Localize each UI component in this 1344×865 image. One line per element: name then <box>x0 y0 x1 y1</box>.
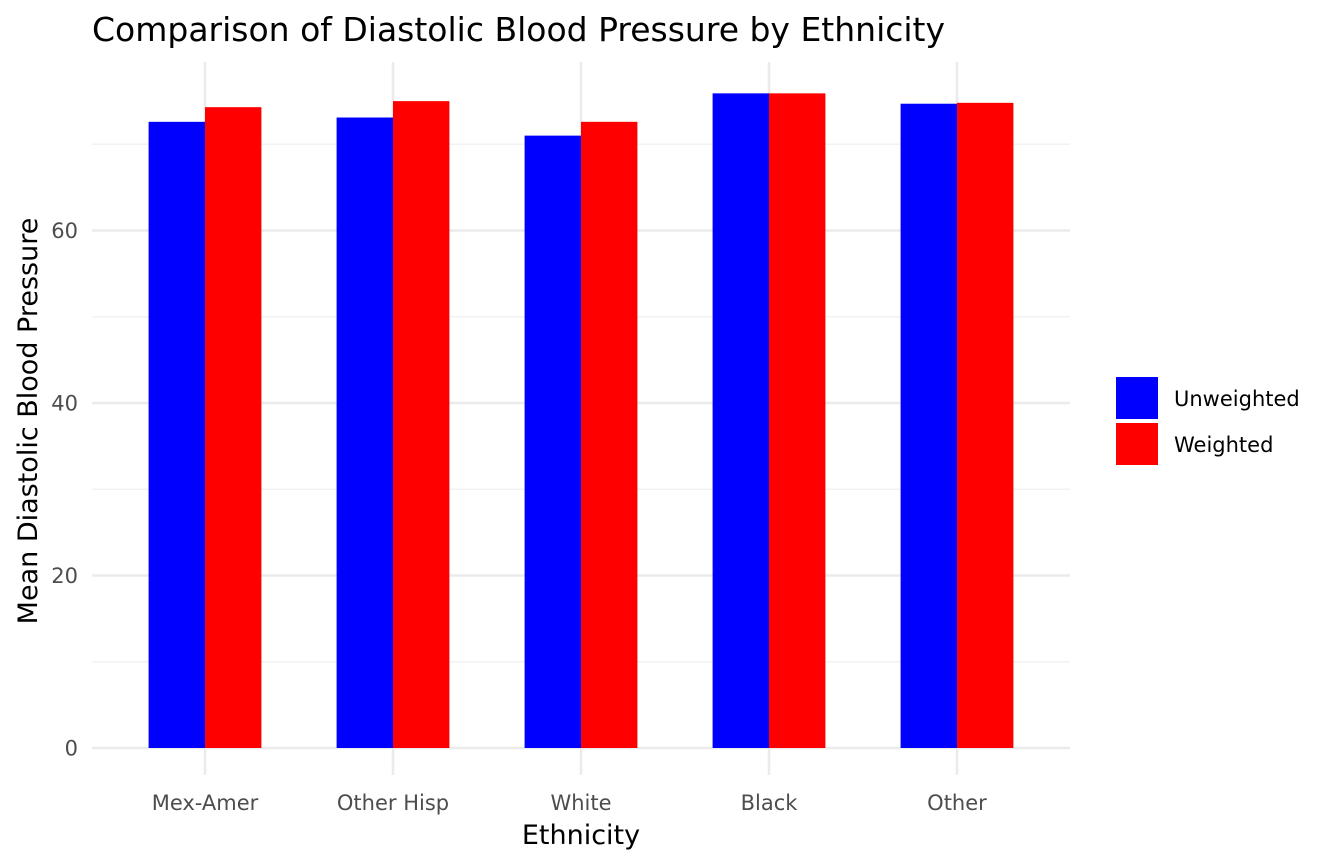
legend-label-unweighted: Unweighted <box>1174 387 1300 411</box>
legend: Unweighted Weighted <box>1116 377 1300 465</box>
bar-unweighted-other <box>900 103 957 748</box>
y-tick-label: 40 <box>51 392 78 416</box>
bar-unweighted-white <box>524 135 581 748</box>
bar-weighted-black <box>769 93 826 749</box>
y-tick-label: 20 <box>51 564 78 588</box>
bars <box>148 93 1014 749</box>
bar-unweighted-black <box>712 93 769 749</box>
x-tick-label: Black <box>741 791 799 815</box>
x-axis-title: Ethnicity <box>522 820 640 851</box>
y-tick-label: 60 <box>51 219 78 243</box>
legend-swatch-weighted <box>1116 423 1158 465</box>
x-tick-label: White <box>550 791 611 815</box>
bar-weighted-white <box>581 121 638 748</box>
legend-swatch-unweighted <box>1116 377 1158 419</box>
y-axis-tick-labels: 0 20 40 60 <box>51 219 78 761</box>
x-axis-tick-labels: Mex-Amer Other Hisp White Black Other <box>152 791 987 815</box>
bar-unweighted-mex-amer <box>148 121 205 748</box>
bar-weighted-other-hisp <box>393 101 450 748</box>
y-axis-title: Mean Diastolic Blood Pressure <box>13 218 44 625</box>
legend-label-weighted: Weighted <box>1174 433 1273 457</box>
x-tick-label: Other <box>927 791 987 815</box>
bar-unweighted-other-hisp <box>336 117 393 748</box>
y-tick-label: 0 <box>65 737 78 761</box>
x-tick-label: Other Hisp <box>337 791 449 815</box>
bar-weighted-other <box>957 102 1014 749</box>
bar-weighted-mex-amer <box>205 107 262 749</box>
chart-title: Comparison of Diastolic Blood Pressure b… <box>92 10 945 49</box>
x-tick-label: Mex-Amer <box>152 791 259 815</box>
